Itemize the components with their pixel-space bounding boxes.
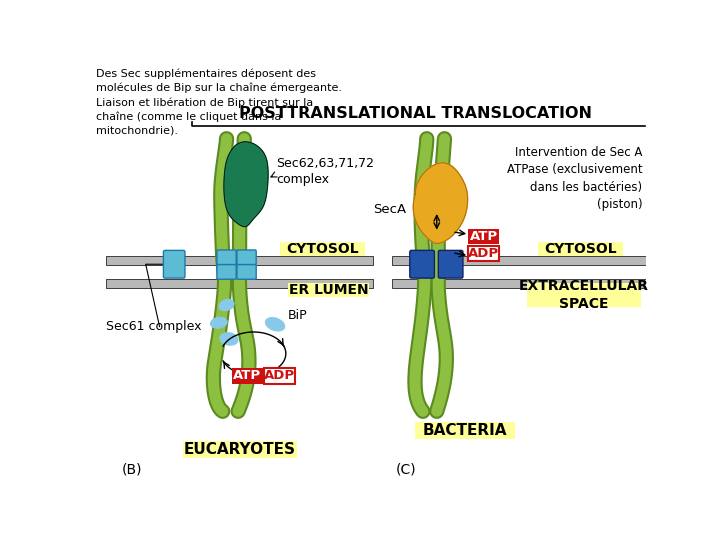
FancyBboxPatch shape [232, 368, 263, 383]
Text: ATP: ATP [233, 369, 261, 382]
FancyBboxPatch shape [237, 250, 256, 265]
Text: ATP: ATP [469, 230, 498, 243]
Text: (B): (B) [122, 463, 142, 477]
Bar [106, 256, 373, 265]
Text: CYTOSOL: CYTOSOL [544, 242, 617, 256]
FancyBboxPatch shape [288, 283, 369, 296]
FancyBboxPatch shape [527, 283, 641, 307]
Polygon shape [224, 142, 268, 227]
FancyBboxPatch shape [438, 251, 463, 278]
FancyBboxPatch shape [237, 265, 256, 279]
Text: Des Sec supplémentaires déposent des
molécules de Bip sur la chaîne émergeante.
: Des Sec supplémentaires déposent des mol… [96, 69, 342, 136]
FancyBboxPatch shape [183, 441, 297, 457]
Ellipse shape [266, 318, 284, 331]
FancyBboxPatch shape [264, 368, 295, 383]
FancyBboxPatch shape [539, 242, 623, 256]
Text: SecA: SecA [373, 203, 406, 216]
Text: ER LUMEN: ER LUMEN [289, 282, 369, 296]
Text: Sec61 complex: Sec61 complex [106, 320, 201, 333]
Bar [392, 279, 647, 288]
FancyBboxPatch shape [163, 251, 185, 278]
Text: EUCARYOTES: EUCARYOTES [184, 442, 296, 456]
Text: ADP: ADP [264, 369, 295, 382]
FancyBboxPatch shape [281, 242, 365, 256]
Text: POSTTRANSLATIONAL TRANSLOCATION: POSTTRANSLATIONAL TRANSLOCATION [239, 106, 592, 121]
Text: Intervention de Sec A
ATPase (exclusivement
dans les bactéries)
(piston): Intervention de Sec A ATPase (exclusivem… [507, 146, 642, 211]
Text: BiP: BiP [288, 308, 307, 321]
FancyBboxPatch shape [217, 265, 236, 279]
FancyBboxPatch shape [468, 229, 499, 244]
Text: BACTERIA: BACTERIA [423, 423, 508, 438]
Polygon shape [413, 163, 467, 244]
Text: (C): (C) [396, 463, 416, 477]
Ellipse shape [210, 317, 228, 328]
FancyBboxPatch shape [468, 246, 499, 261]
Ellipse shape [219, 299, 234, 310]
FancyBboxPatch shape [410, 251, 434, 278]
FancyBboxPatch shape [415, 422, 516, 439]
Text: CYTOSOL: CYTOSOL [287, 242, 359, 256]
Text: ADP: ADP [468, 247, 499, 260]
Bar [106, 279, 373, 288]
Text: Sec62,63,71,72
complex: Sec62,63,71,72 complex [276, 157, 374, 186]
Ellipse shape [220, 333, 238, 345]
Bar [392, 256, 647, 265]
FancyBboxPatch shape [217, 250, 236, 265]
Text: EXTRACELLULAR
SPACE: EXTRACELLULAR SPACE [519, 279, 649, 310]
